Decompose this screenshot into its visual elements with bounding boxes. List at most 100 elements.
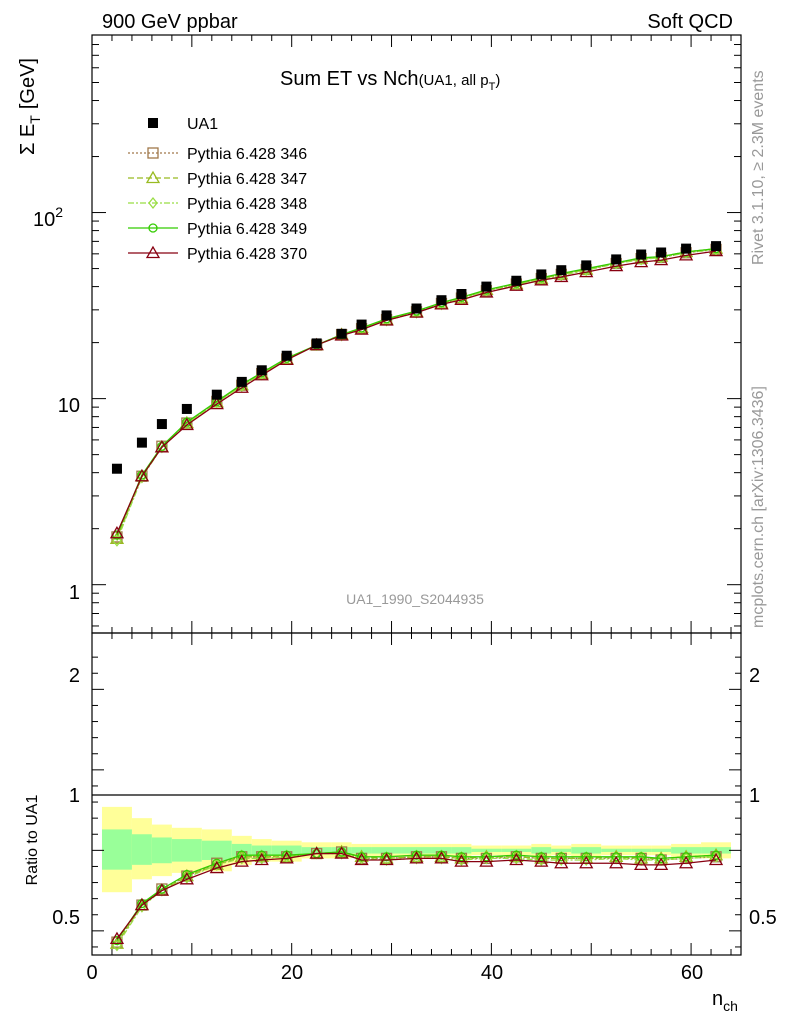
ratio-point-1 — [179, 868, 194, 882]
x-tick-40: 40 — [481, 962, 503, 984]
legend-series: Pythia 6.428 346 Pythia 6.428 347 Pythia 6… — [128, 146, 307, 263]
main-series — [109, 241, 724, 547]
main-ylabel-sub: T — [27, 115, 43, 124]
ratio-y-tick-left-0: 0.5 — [52, 907, 80, 929]
band-green-bin — [101, 829, 132, 870]
main-y-tick-1: 1 — [69, 582, 80, 604]
data-point — [356, 319, 367, 330]
main-ylabel-unit: [GeV] — [17, 58, 39, 109]
data-point — [411, 303, 422, 314]
ratio-y-tick-labels-left: 0.5 1 2 — [52, 665, 80, 929]
series-point-4 — [579, 264, 594, 278]
band-green-bin — [151, 837, 172, 864]
ratio-y-tick-right-2: 2 — [749, 665, 760, 687]
ratio-point-4 — [654, 857, 669, 870]
series-line-3 — [116, 247, 717, 536]
ratio-y-tick-left-1: 1 — [69, 785, 80, 807]
band-green-bin — [201, 840, 232, 861]
ratio-point-4 — [254, 852, 269, 866]
series-point-4 — [634, 254, 649, 268]
x-tick-labels: 0 20 40 60 — [86, 962, 703, 984]
ratio-y-tick-right-1: 1 — [749, 785, 760, 807]
series-point-4 — [134, 468, 150, 482]
band-green-bin — [551, 848, 572, 852]
ratio-point-4 — [554, 855, 569, 869]
x-axis-label-text: n — [712, 988, 723, 1010]
ratio-y-tick-labels-right: 0.5 1 2 — [749, 665, 777, 929]
ratio-series — [109, 844, 724, 952]
ratio-point-4 — [454, 854, 469, 867]
series-point-4 — [678, 248, 694, 261]
data-point — [556, 265, 567, 276]
ratio-point-4 — [309, 846, 324, 859]
ratio-point-2 — [211, 858, 222, 871]
series-point-4 — [454, 292, 469, 306]
data-point — [656, 247, 667, 258]
series-point-2 — [112, 534, 122, 547]
chart-title-suffix-end: ) — [495, 72, 500, 89]
ratio-point-4 — [434, 851, 449, 864]
data-point — [581, 260, 592, 271]
ratio-point-4 — [579, 855, 594, 869]
ratio-point-1 — [409, 849, 424, 862]
ratio-point-4 — [279, 851, 294, 864]
ratio-line-4 — [116, 852, 717, 940]
ratio-point-4 — [509, 852, 524, 866]
data-point — [381, 310, 392, 321]
ratio-ylabel: Ratio to UA1 — [24, 795, 41, 886]
legend-marker-0 — [147, 147, 159, 159]
series-line-2 — [116, 248, 717, 542]
main-ylabel-text: Σ E — [17, 124, 39, 155]
ratio-point-3 — [711, 850, 721, 860]
data-point — [211, 389, 222, 400]
ratio-point-2 — [256, 852, 267, 865]
main-y-tick-100: 102 — [33, 204, 63, 231]
ratio-point-4 — [409, 851, 424, 864]
ratio-point-4 — [479, 854, 494, 867]
data-point — [136, 437, 147, 448]
ratio-point-2 — [556, 853, 567, 867]
ratio-point-4 — [134, 897, 150, 911]
ratio-point-2 — [511, 852, 522, 865]
data-point — [156, 419, 167, 430]
ratio-point-3 — [511, 850, 521, 860]
band-green-bin — [571, 847, 602, 854]
main-y-tick-10: 10 — [58, 395, 80, 417]
ratio-point-4 — [534, 854, 549, 867]
legend-entry-ua1: UA1 — [148, 116, 218, 133]
data-point — [436, 295, 447, 306]
legend-label-4: Pythia 6.428 370 — [187, 246, 307, 263]
axis-ticks — [91, 34, 741, 955]
series-point-4 — [654, 252, 669, 266]
ratio-point-2 — [536, 853, 547, 867]
main-ylabel: Σ ET [GeV] — [17, 58, 43, 155]
x-axis-label-sub: ch — [723, 998, 738, 1014]
data-point — [481, 281, 492, 292]
data-point — [311, 338, 322, 349]
series-line-0 — [116, 248, 717, 538]
band-green-bin — [331, 847, 352, 854]
chart-title-suffix-sub: T — [489, 81, 496, 93]
ratio-point-2 — [581, 853, 592, 867]
series-point-4 — [234, 380, 249, 393]
mcplots-label: mcplots.cern.ch [arXiv:1306.3436] — [750, 386, 767, 628]
band-green-bin — [371, 847, 402, 854]
ratio-point-4 — [678, 855, 694, 869]
x-axis-label: nch — [712, 988, 738, 1014]
data-point — [281, 350, 292, 361]
ratio-y-tick-right-0: 0.5 — [749, 907, 777, 929]
legend-marker-3 — [148, 223, 158, 233]
band-green-bin — [451, 847, 472, 854]
ratio-point-3 — [656, 853, 666, 864]
main-y-tick-labels: 1 10 102 — [33, 204, 80, 604]
ratio-point-3 — [212, 858, 222, 868]
x-tick-20: 20 — [281, 962, 303, 984]
data-point — [181, 403, 192, 414]
series-line-1 — [116, 247, 717, 540]
series-point-2 — [211, 396, 222, 409]
legend-label-1: Pythia 6.428 347 — [187, 171, 307, 188]
ratio-point-4 — [354, 852, 369, 866]
legend-label-0: Pythia 6.428 346 — [187, 146, 307, 163]
